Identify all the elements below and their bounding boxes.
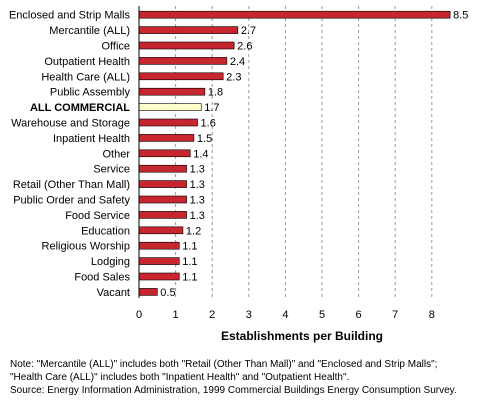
gridlines [176,6,432,298]
category-label: Inpatient Health [53,133,130,145]
category-label: Warehouse and Storage [11,118,130,130]
bar [139,288,157,295]
category-label: Service [93,164,130,176]
value-label: 2.3 [226,71,241,83]
category-labels: Enclosed and Strip Malls Mercantile (ALL)… [9,10,131,299]
bar [139,258,179,265]
value-label: 0.5 [160,287,175,299]
value-labels: 8.5 2.7 2.6 2.4 2.31.8 1.7 1.6 1.5 1.4 1.3 1.3 1.3 1… [160,10,468,299]
x-tick-labels: 0 1 2 3 4 5 6 7 8 [136,309,435,321]
category-label: Public Order and Safety [13,195,130,207]
bar [139,150,190,157]
bar [139,11,450,18]
value-label: 1.4 [193,148,208,160]
x-tick-label: 4 [282,309,288,321]
x-tick-label: 3 [246,309,252,321]
value-label: 2.4 [230,56,245,68]
note-line-2: "Health Care (ALL)" includes both "Inpat… [10,371,349,384]
value-label: 1.1 [182,256,197,268]
bar [139,104,201,111]
x-tick-label: 1 [173,309,179,321]
value-label: 1.3 [190,195,205,207]
bars [139,11,450,295]
category-label: Food Sales [74,272,130,284]
x-tick-label: 8 [429,309,435,321]
bar [139,73,223,80]
value-label: 1.6 [201,118,216,130]
bar [139,134,194,141]
value-label: 1.7 [204,102,219,114]
bar [139,242,179,249]
x-tick-label: 2 [209,309,215,321]
bar [139,196,187,203]
category-label: Mercantile (ALL) [49,25,130,37]
value-label: 2.6 [237,41,252,53]
value-label: 2.7 [241,25,256,37]
bar [139,57,227,64]
x-axis-label: Establishments per Building [221,329,383,343]
category-label: Education [81,225,130,237]
value-label: 1.3 [190,179,205,191]
value-label: 1.2 [186,225,201,237]
category-label: Enclosed and Strip Malls [9,10,131,22]
x-tick-label: 0 [136,309,142,321]
x-tick-label: 5 [319,309,325,321]
category-label: Lodging [91,256,130,268]
x-tick-label: 7 [392,309,398,321]
value-label: 1.5 [197,133,212,145]
bar-chart: Enclosed and Strip Malls Mercantile (ALL)… [0,0,497,355]
category-label: Other [102,148,130,160]
category-label: Public Assembly [50,87,131,99]
bar [139,119,198,126]
category-label: Vacant [97,287,130,299]
category-label: Outpatient Health [44,56,130,68]
value-label: 1.3 [190,164,205,176]
bar [139,88,205,95]
source-line: Source: Energy Information Administratio… [10,384,457,397]
bar [139,181,187,188]
category-label: Retail (Other Than Mall) [13,179,130,191]
bar [139,227,183,234]
x-tick-label: 6 [356,309,362,321]
category-label: ALL COMMERCIAL [30,102,130,114]
bar [139,165,187,172]
bar [139,27,238,34]
category-label: Office [101,41,130,53]
category-label: Food Service [65,210,130,222]
value-label: 1.3 [190,210,205,222]
bar [139,42,234,49]
bar [139,211,187,218]
category-label: Religious Worship [42,241,130,253]
value-label: 8.5 [453,10,468,22]
note-line-1: Note: "Mercantile (ALL)" includes both "… [10,358,437,371]
category-label: Health Care (ALL) [41,71,130,83]
bar [139,273,179,280]
value-label: 1.1 [182,241,197,253]
value-label: 1.1 [182,272,197,284]
value-label: 1.8 [208,87,223,99]
